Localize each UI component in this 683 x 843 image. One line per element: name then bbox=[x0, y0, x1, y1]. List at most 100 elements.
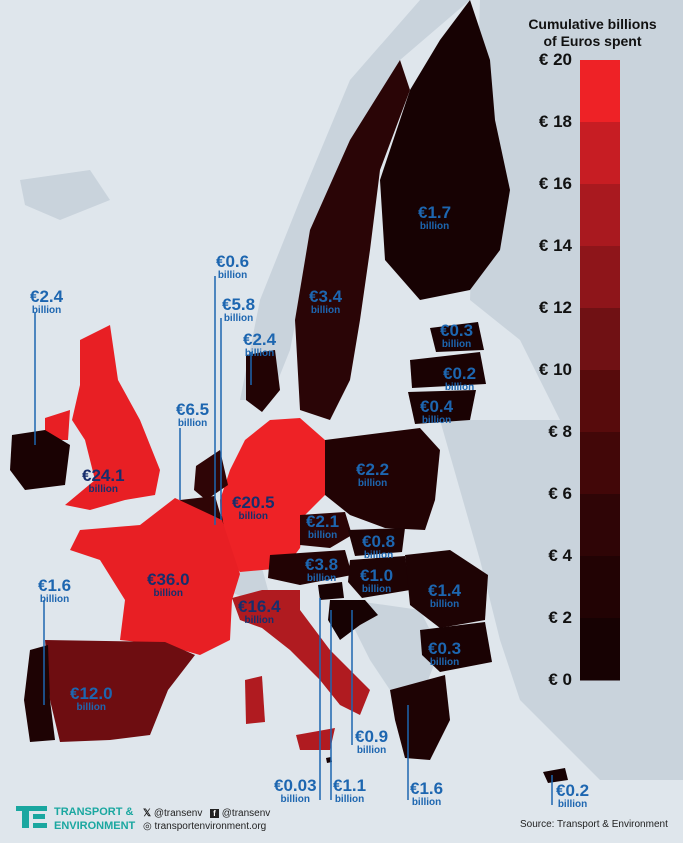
label-luxembourg: €0.6 billion bbox=[216, 252, 250, 281]
non-eu-land-norway bbox=[240, 0, 470, 400]
non-eu-land-north bbox=[260, 0, 683, 420]
facebook-icon: f bbox=[210, 809, 219, 818]
facebook-text: @transenv bbox=[221, 808, 271, 819]
legend-tick-label: € 8 bbox=[548, 422, 572, 441]
label-spain: €12.0 billion bbox=[70, 684, 113, 713]
legend-tick-label: € 14 bbox=[538, 236, 572, 255]
country-austria bbox=[268, 550, 352, 585]
legend-tick-label: € 18 bbox=[538, 112, 572, 131]
country-slovenia bbox=[318, 582, 344, 600]
label-france: €36.0 billion bbox=[147, 570, 190, 599]
non-eu-land-balkans bbox=[350, 600, 440, 700]
country-poland bbox=[325, 428, 440, 530]
label-romania: €1.4 billion bbox=[428, 581, 462, 610]
label-netherlands: €6.5 billion bbox=[176, 400, 210, 429]
country-spain bbox=[45, 640, 195, 742]
label-germany: €20.5 billion bbox=[232, 493, 275, 522]
label-slovakia: €0.8 billion bbox=[362, 532, 396, 561]
country-czechia bbox=[300, 512, 352, 548]
label-finland: €1.7 billion bbox=[418, 203, 452, 232]
country-lithuania bbox=[408, 390, 476, 424]
label-italy: €16.4 billion bbox=[238, 597, 281, 626]
legend-swatch bbox=[580, 618, 620, 681]
label-croatia: €1.1 billion bbox=[333, 776, 367, 805]
label-ireland: €2.4 billion bbox=[30, 287, 64, 316]
legend-tick-label: € 20 bbox=[538, 50, 572, 69]
country-bulgaria bbox=[420, 622, 492, 672]
iceland-land bbox=[20, 170, 110, 220]
label-lithuania: €0.4 billion bbox=[420, 397, 454, 426]
brand-line2: ENVIRONMENT bbox=[54, 820, 136, 832]
label-denmark: €2.4 billion bbox=[243, 330, 277, 359]
label-latvia: €0.2 billion bbox=[443, 364, 477, 393]
label-cyprus: €0.2 billion bbox=[556, 781, 590, 810]
legend-swatch bbox=[580, 60, 620, 123]
legend-tick-label: € 16 bbox=[538, 174, 572, 193]
facebook-handle[interactable]: f @transenv bbox=[210, 808, 270, 819]
legend-colorbar bbox=[580, 60, 620, 681]
website-text: transportenvironment.org bbox=[154, 821, 267, 832]
country-latvia bbox=[410, 352, 486, 388]
label-greece: €1.6 billion bbox=[410, 779, 444, 808]
label-slovenia: €0.03 billion bbox=[274, 776, 317, 805]
legend-tick-label: € 2 bbox=[548, 608, 572, 627]
country-germany bbox=[220, 418, 325, 572]
brand-line1: TRANSPORT & bbox=[54, 806, 134, 818]
leader-lines bbox=[34, 276, 553, 805]
country-ireland bbox=[10, 430, 70, 490]
twitter-handle[interactable]: 𝕏 @transenv bbox=[143, 808, 202, 819]
legend-tick-label: € 10 bbox=[538, 360, 572, 379]
legend-swatch bbox=[580, 246, 620, 309]
country-slovakia bbox=[348, 528, 405, 556]
country-italy bbox=[232, 590, 370, 715]
legend-tick-label: € 12 bbox=[538, 298, 572, 317]
twitter-icon: 𝕏 bbox=[143, 808, 152, 819]
label-estonia: €0.3 billion bbox=[440, 321, 474, 350]
country-sardinia bbox=[245, 676, 265, 724]
country-romania bbox=[405, 550, 488, 628]
label-austria: €3.8 billion bbox=[305, 555, 339, 584]
twitter-text: @transenv bbox=[153, 808, 203, 819]
globe-icon: ◎ bbox=[143, 821, 152, 832]
country-estonia bbox=[430, 322, 484, 352]
country-hungary bbox=[348, 556, 410, 598]
country-denmark bbox=[246, 350, 280, 412]
legend-swatch bbox=[580, 122, 620, 185]
label-bulgaria: €0.3 billion bbox=[428, 639, 462, 668]
legend-title-line2: of Euros spent bbox=[543, 32, 642, 49]
legend-swatch bbox=[580, 184, 620, 247]
source-note: Source: Transport & Environment bbox=[520, 819, 668, 830]
non-eu-land-east bbox=[440, 420, 683, 780]
legend-title: Cumulative billions of Euros spent bbox=[505, 16, 680, 50]
label-uk: €24.1 billion bbox=[82, 466, 125, 495]
label-belgium: €5.8 billion bbox=[222, 295, 256, 324]
legend-tick-label: € 6 bbox=[548, 484, 572, 503]
legend-title-line1: Cumulative billions bbox=[528, 16, 657, 32]
country-greece bbox=[390, 675, 450, 760]
legend-tick-label: € 0 bbox=[548, 670, 572, 689]
legend-swatch bbox=[580, 432, 620, 495]
website-link[interactable]: ◎ transportenvironment.org bbox=[143, 821, 266, 832]
country-finland bbox=[380, 0, 510, 300]
country-portugal bbox=[24, 645, 55, 742]
label-poland: €2.2 billion bbox=[356, 460, 390, 489]
legend-swatch bbox=[580, 494, 620, 557]
country-sweden bbox=[295, 60, 410, 420]
te-logo-icon bbox=[16, 806, 47, 828]
label-malta: €0.9 billion bbox=[355, 727, 389, 756]
label-hungary: €1.0 billion bbox=[360, 566, 394, 595]
legend-swatch bbox=[580, 308, 620, 371]
label-czechia: €2.1 billion bbox=[306, 512, 340, 541]
country-uk bbox=[65, 325, 160, 510]
country-netherlands bbox=[194, 450, 228, 500]
legend-swatch bbox=[580, 370, 620, 433]
country-croatia bbox=[328, 600, 378, 640]
legend-tick-label: € 4 bbox=[548, 546, 572, 565]
country-france bbox=[70, 498, 240, 655]
country-sicily bbox=[296, 728, 335, 750]
label-portugal: €1.6 billion bbox=[38, 576, 72, 605]
country-northern-ireland bbox=[45, 410, 70, 440]
label-sweden: €3.4 billion bbox=[309, 287, 343, 316]
country-cyprus bbox=[543, 768, 568, 783]
